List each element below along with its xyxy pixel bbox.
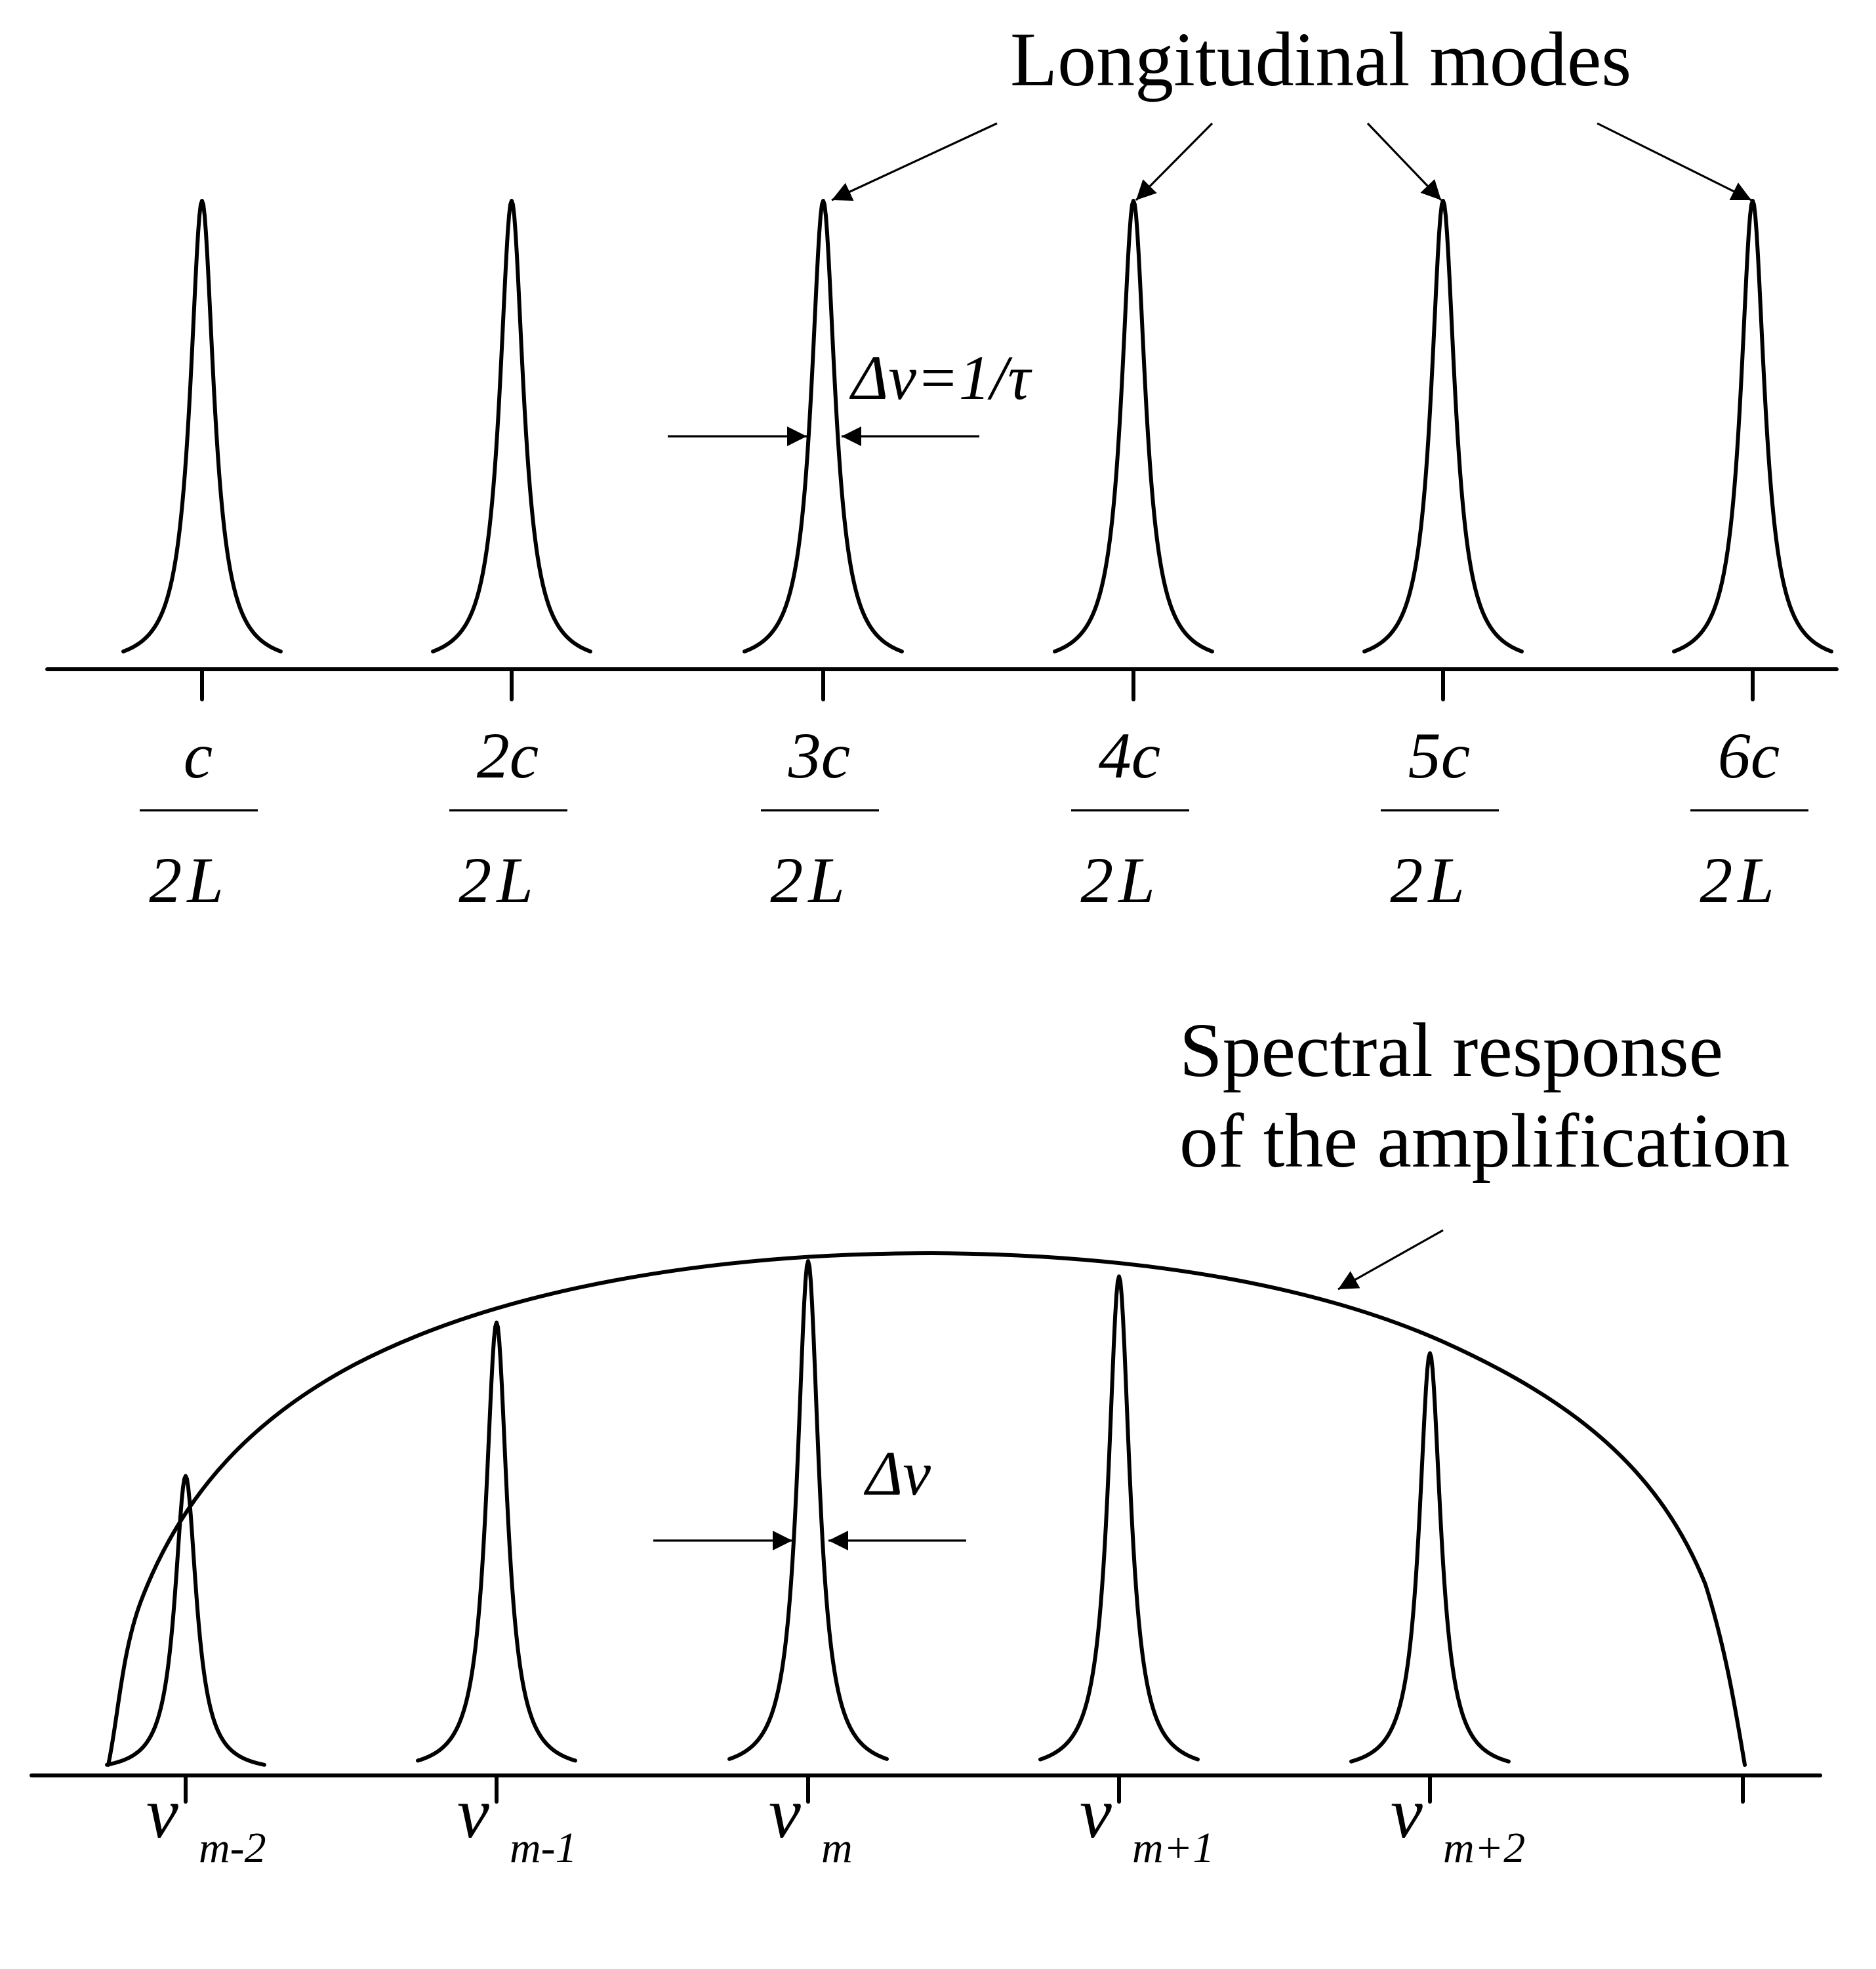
mode-peak-6 bbox=[1672, 199, 1833, 653]
top-mode-labels: c 2L 2c 2L 3c 2L 4c 2L 5c 2L 6c 2L bbox=[140, 719, 1808, 917]
mode-peak-2 bbox=[431, 199, 592, 653]
frequency-label-3: ν bbox=[769, 1773, 801, 1853]
mode-label-denominator-5: 2L bbox=[1390, 844, 1470, 917]
mode-label-denominator-2: 2L bbox=[459, 844, 539, 917]
mode-label-numerator-6: 6c bbox=[1718, 719, 1780, 792]
spectral-response-title-line1: Spectral response bbox=[1179, 1007, 1723, 1093]
mode-label-denominator-1: 2L bbox=[149, 844, 229, 917]
bottom-axis-ticks bbox=[184, 1773, 1745, 1804]
frequency-subscript-3: m bbox=[821, 1824, 853, 1872]
spectral-response-title-line2: of the amplification bbox=[1179, 1098, 1790, 1184]
top-linewidth-indicator: Δν=1/τ bbox=[668, 342, 1032, 446]
bottom-linewidth-indicator: Δν bbox=[653, 1438, 966, 1550]
frequency-label-1: ν bbox=[146, 1773, 178, 1853]
bottom-mode-peaks bbox=[105, 1259, 1511, 1767]
mode-peak-5 bbox=[1362, 199, 1524, 653]
bottom-mode-peak-5 bbox=[1349, 1351, 1511, 1764]
mode-label-numerator-1: c bbox=[184, 719, 213, 792]
mode-peak-4 bbox=[1053, 199, 1214, 653]
mode-label-denominator-4: 2L bbox=[1080, 844, 1160, 917]
gain-curve-pointer-arrow bbox=[1337, 1229, 1444, 1291]
longitudinal-modes-title: Longitudinal modes bbox=[1010, 16, 1631, 102]
bottom-linewidth-label: Δν bbox=[863, 1438, 931, 1508]
mode-label-numerator-4: 4c bbox=[1099, 719, 1160, 792]
top-panel: Longitudinal modes Δν=1/τ c 2L 2c 2L 3c 2L 4c 2… bbox=[45, 16, 1839, 917]
frequency-subscript-5: m+2 bbox=[1443, 1824, 1525, 1872]
mode-peak-1 bbox=[121, 199, 283, 653]
frequency-label-5: ν bbox=[1391, 1773, 1423, 1853]
mode-peak-3 bbox=[743, 199, 904, 653]
bottom-mode-peak-2 bbox=[416, 1320, 577, 1763]
bottom-mode-peak-4 bbox=[1038, 1274, 1200, 1762]
frequency-subscript-4: m+1 bbox=[1132, 1824, 1214, 1872]
mode-label-denominator-3: 2L bbox=[770, 844, 850, 917]
mode-label-numerator-3: 3c bbox=[788, 719, 850, 792]
bottom-mode-peak-1 bbox=[105, 1474, 266, 1767]
bottom-mode-peak-3 bbox=[727, 1259, 889, 1761]
title-pointer-arrows bbox=[831, 122, 1752, 201]
frequency-label-4: ν bbox=[1080, 1773, 1112, 1853]
frequency-subscript-2: m-1 bbox=[510, 1824, 577, 1872]
pointer-arrow-mode-3 bbox=[831, 122, 998, 201]
top-mode-peaks bbox=[121, 199, 1833, 653]
frequency-subscript-1: m-2 bbox=[199, 1824, 266, 1872]
bottom-panel: Spectral response of the amplification Δ… bbox=[30, 1007, 1822, 1872]
gain-envelope-curve bbox=[106, 1251, 1747, 1767]
pointer-arrow-mode-6 bbox=[1597, 122, 1752, 201]
linewidth-label: Δν=1/τ bbox=[849, 342, 1032, 413]
frequency-label-2: ν bbox=[457, 1773, 489, 1853]
pointer-arrow-mode-4 bbox=[1135, 122, 1213, 201]
bottom-mode-labels: ν m-2 ν m-1 ν m ν m+1 ν m+2 bbox=[146, 1773, 1525, 1872]
pointer-arrow-mode-5 bbox=[1366, 122, 1442, 201]
mode-label-numerator-5: 5c bbox=[1408, 719, 1470, 792]
top-axis-ticks bbox=[200, 667, 1755, 701]
mode-label-numerator-2: 2c bbox=[477, 719, 539, 792]
mode-label-denominator-6: 2L bbox=[1700, 844, 1780, 917]
